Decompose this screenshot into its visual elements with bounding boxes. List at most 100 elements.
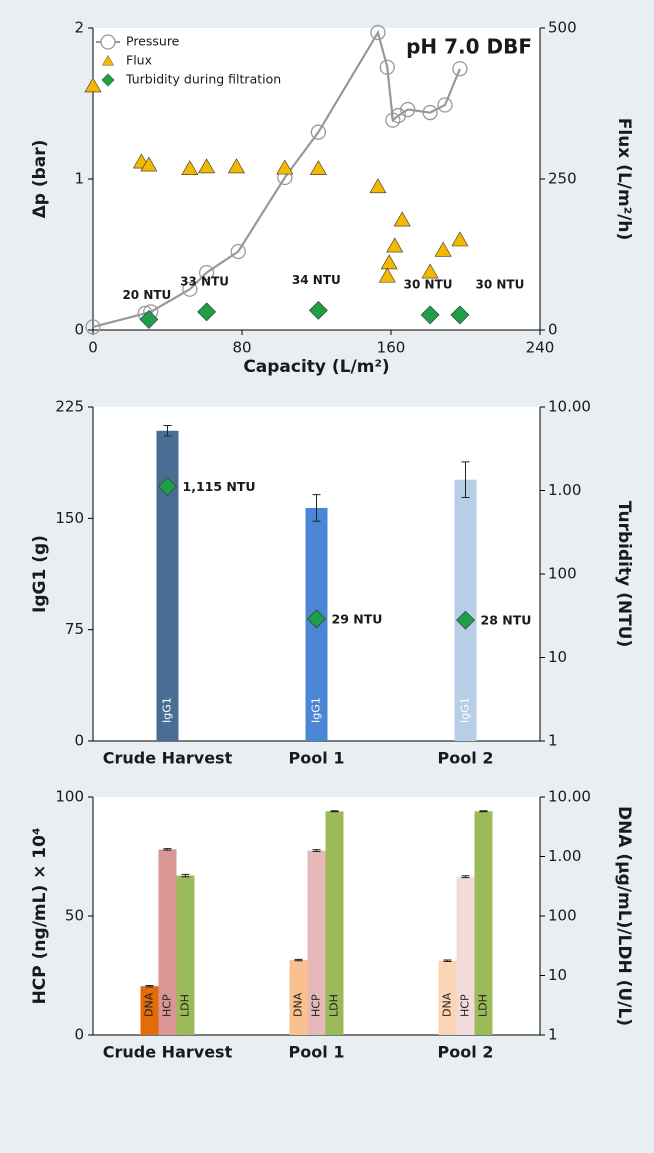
bar-label: DNA: [441, 992, 454, 1017]
pressure-point: [400, 101, 416, 118]
x-tick-label: 240: [526, 339, 555, 357]
y2-tick-label: 1.00: [548, 481, 581, 499]
bar-label: IgG1: [459, 697, 472, 723]
bar: [454, 479, 477, 741]
flux-point: [84, 77, 102, 93]
value-label: 28 NTU: [481, 613, 532, 628]
y2-tick-label: 1.00: [548, 847, 581, 865]
turbidity-point: [456, 610, 475, 630]
y-tick-label: 1: [74, 170, 84, 188]
bar: [156, 430, 179, 741]
y-axis-label: Δp (bar): [30, 140, 50, 219]
turbidity-point: [307, 609, 326, 629]
bar-label: IgG1: [310, 697, 323, 723]
error-bar: [163, 848, 172, 851]
y2-tick-label: 500: [548, 19, 577, 37]
pressure-line: [92, 29, 461, 329]
error-bar: [181, 873, 190, 878]
value-label: 29 NTU: [332, 611, 383, 626]
bar: [176, 875, 195, 1035]
y-axis-label: IgG1 (g): [30, 535, 50, 613]
y2-tick-label: 100: [548, 565, 577, 583]
bar: [325, 811, 344, 1035]
error-bar: [312, 849, 321, 853]
y2-tick-label: 1: [548, 1026, 558, 1044]
category-label: Pool 1: [289, 1043, 345, 1062]
y2-tick-label: 1: [548, 732, 558, 750]
flux-point: [421, 263, 439, 279]
value-label: 1,115 NTU: [183, 479, 256, 494]
flux-point: [380, 254, 398, 270]
flux-point: [386, 237, 404, 253]
y2-tick-label: 10: [548, 966, 567, 984]
x-axis-label: Capacity (L/m²): [243, 357, 389, 377]
y2-tick-label: 100: [548, 907, 577, 925]
bar: [307, 850, 326, 1035]
y2-tick-label: 10: [548, 648, 567, 666]
x-tick-label: 0: [88, 339, 98, 357]
pressure-point: [198, 264, 215, 281]
pressure-point: [230, 243, 246, 260]
y-tick-label: 150: [55, 509, 84, 527]
pressure-point: [310, 124, 327, 140]
point-annotation: 30 NTU: [475, 277, 524, 291]
plot-area: [93, 28, 540, 330]
error-bar: [479, 810, 488, 813]
error-bar: [145, 984, 154, 988]
bar-label: HCP: [459, 994, 472, 1017]
error-bar: [312, 494, 321, 522]
y-tick-label: 100: [55, 788, 84, 806]
category-label: Pool 2: [438, 749, 494, 768]
error-bar: [461, 461, 470, 499]
bar: [438, 960, 457, 1035]
turbidity-point: [420, 305, 440, 325]
y2-tick-label: 250: [548, 170, 577, 188]
error-bar: [294, 958, 303, 962]
error-bar: [163, 425, 172, 437]
legend-label: Pressure: [126, 34, 180, 49]
category-label: Pool 1: [289, 749, 345, 768]
pressure-point: [385, 112, 401, 128]
pressure-point: [437, 97, 453, 113]
bar-label: DNA: [143, 992, 156, 1017]
x-tick-label: 80: [232, 339, 251, 357]
bar-label: LDH: [477, 994, 490, 1017]
bar-label: LDH: [179, 994, 192, 1017]
flux-point: [434, 241, 452, 257]
point-annotation: 33 NTU: [180, 274, 229, 288]
error-bar: [330, 810, 339, 813]
point-annotation: 30 NTU: [404, 277, 453, 291]
y-tick-label: 75: [65, 620, 84, 638]
y2-axis-label: Turbidity (NTU): [614, 501, 634, 648]
bar-label: IgG1: [161, 697, 174, 723]
bar-label: DNA: [292, 992, 305, 1017]
y2-axis-label: Flux (L/m²/h): [614, 118, 634, 240]
error-bar: [461, 875, 470, 879]
turbidity-point: [308, 300, 328, 320]
bar: [289, 960, 308, 1035]
y-tick-label: 0: [74, 732, 84, 750]
flux-point: [198, 158, 216, 174]
y-tick-label: 50: [65, 907, 84, 925]
pressure-point: [85, 319, 101, 335]
y2-tick-label: 10.00: [548, 788, 591, 806]
point-annotation: 34 NTU: [292, 273, 341, 287]
flux-point: [227, 158, 245, 174]
annotation: pH 7.0 DBF: [406, 35, 532, 59]
legend-label: Flux: [126, 53, 152, 68]
point-annotation: 20 NTU: [122, 288, 171, 302]
flux-point: [393, 211, 411, 227]
bar: [456, 876, 475, 1035]
legend-marker: [102, 54, 114, 66]
y-tick-label: 2: [74, 19, 84, 37]
y2-tick-label: 0: [548, 321, 558, 339]
bar: [158, 849, 177, 1035]
y-tick-label: 0: [74, 321, 84, 339]
y-axis-label: HCP (ng/mL) × 10⁴: [30, 828, 50, 1005]
turbidity-point: [450, 305, 470, 325]
error-bar: [443, 959, 452, 962]
category-label: Crude Harvest: [103, 749, 233, 768]
bar-label: LDH: [328, 994, 341, 1017]
y-tick-label: 0: [74, 1026, 84, 1044]
turbidity-point: [197, 302, 217, 322]
